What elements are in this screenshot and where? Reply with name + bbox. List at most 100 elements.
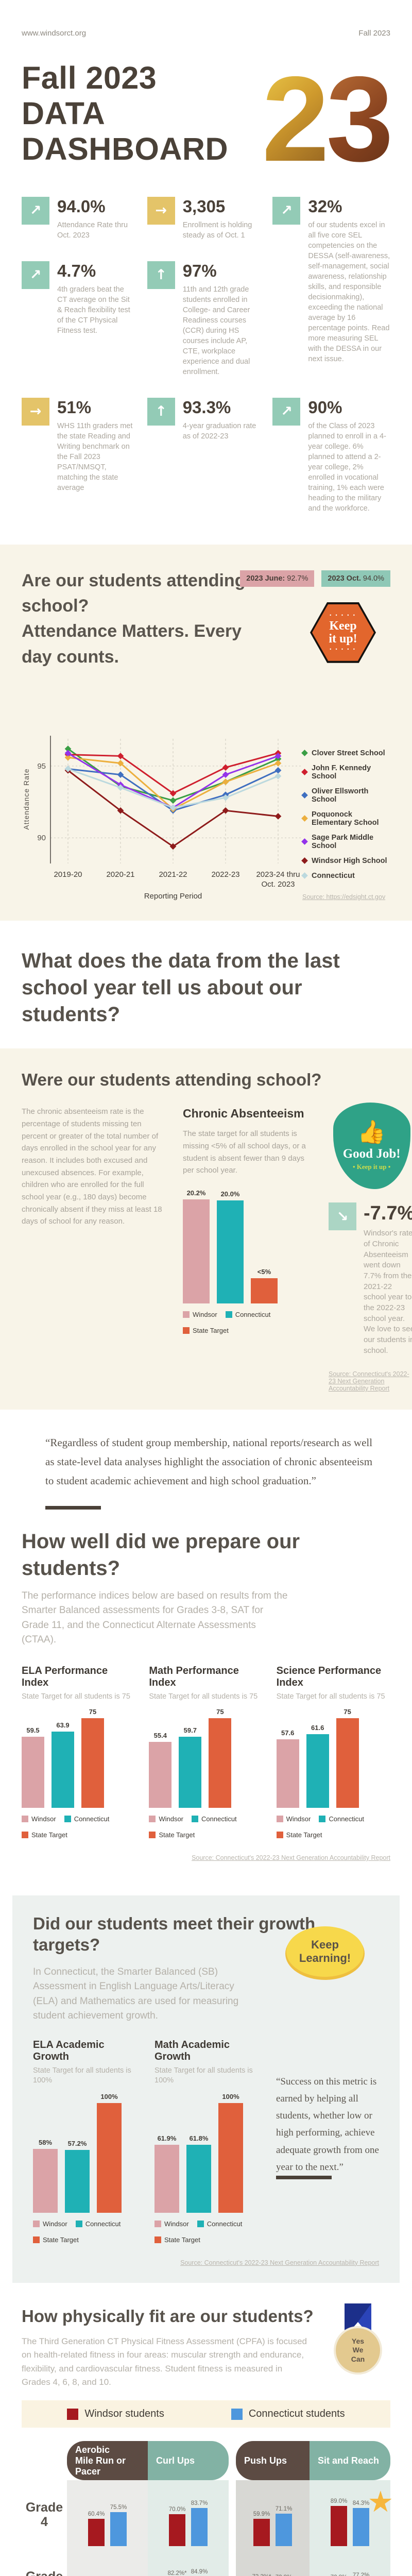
attendance-section: Are our students attending school? Atten… (0, 544, 412, 921)
svg-text:Reporting Period: Reporting Period (144, 892, 202, 901)
good-job-badge: 👍 Good Job! • Keep it up • (333, 1103, 410, 1190)
fitness-cell: 60.4% 75.5% (67, 2480, 148, 2550)
legend-item: State Target (33, 2236, 79, 2244)
legend-item: Connecticut (75, 2220, 121, 2228)
stat-sit-reach: ↗ 4.7% 4th graders beat the CT average on… (22, 261, 134, 377)
ela-performance-chart: 59.5 63.9 75 Windsor Connecticut State Target (22, 1708, 135, 1839)
chart-title: Math Academic Growth (154, 2039, 230, 2062)
legend-item: Connecticut (301, 872, 390, 880)
bar-Connecticut: 61.8% (186, 2134, 211, 2213)
connecticut-swatch (231, 2408, 243, 2420)
right-arrow-icon: → (22, 397, 49, 426)
last-year-section: What does the data from the last school … (0, 921, 412, 1048)
stat-sel-dessa: ↗ 32% of our students excel in all five c… (272, 196, 390, 377)
up-right-arrow-icon: ↗ (22, 261, 49, 289)
down-right-arrow-icon: ↘ (329, 1202, 356, 1231)
stat-value: 94.0% (57, 196, 106, 216)
attendance-heading: Are our students attending school? Atten… (22, 570, 246, 667)
legend-item: Windsor (33, 2220, 67, 2228)
svg-text:2019-20: 2019-20 (54, 870, 82, 879)
hero: Fall 2023 DATA DASHBOARD 23 (0, 38, 412, 179)
legend-item: Windsor (149, 1815, 183, 1823)
stat-value: 4.7% (57, 261, 96, 280)
math-performance-chart: 55.4 59.7 75 Windsor Connecticut State Target (149, 1708, 263, 1839)
legend-item: Windsor (22, 1815, 56, 1823)
category-pill: Aerobic Mile Run or Pacer (67, 2441, 148, 2481)
chronic-definition-paragraph: The chronic absenteeism rate is the perc… (22, 1107, 162, 1226)
stat-value: 32% (308, 196, 342, 216)
stat-cards: ↗ 94.0% Attendance Rate thru Oct. 2023 → … (0, 169, 412, 545)
bar-State Target: 100% (97, 2093, 122, 2213)
stat-value: 51% (57, 397, 92, 417)
legend-item: Connecticut (64, 1815, 109, 1823)
legend-item: Connecticut (225, 1311, 270, 1318)
chart-subtitle: State Target for all students is 75 (149, 1692, 258, 1701)
attendance-line-chart: 90 95 2019-20 2020-21 2021-22 2022-23 2023-24 … (22, 732, 390, 905)
stat-value: 97% (182, 261, 217, 280)
svg-text:90: 90 (37, 834, 46, 842)
legend-item: State Target (276, 1831, 322, 1839)
legend-item: State Target (154, 2236, 200, 2244)
legend-item: State Target (183, 1327, 229, 1334)
medal-icon: Yes We Can (330, 2303, 386, 2375)
divider (45, 1505, 101, 1510)
chart-subtitle: State Target for all students is 100% (154, 2066, 253, 2085)
chronic-drop-stat: ↘ -7.7% Windsor's rate of Chronic Absent… (329, 1202, 412, 1356)
source-link[interactable]: Source: Connecticut's 2022-23 Next Gener… (180, 2259, 379, 2266)
growth-lead: In Connecticut, the Smarter Balanced (SB… (33, 1966, 239, 2022)
fitness-cell: 89.0% 84.3% ★ (310, 2480, 393, 2550)
svg-text:2023-24 thru: 2023-24 thru (256, 870, 300, 879)
chronic-absenteeism-bar-chart: 20.2% 20.0% <5% Windsor Connecticut State Tar… (183, 1185, 314, 1334)
keep-it-up-badge: • • • • • Keep it up! • • • • • (310, 602, 376, 663)
section-heading: How physically fit are our students? (22, 2306, 314, 2326)
source-link[interactable]: Source: https://edsight.ct.gov (302, 893, 386, 901)
science-performance-chart: 57.6 61.6 75 Windsor Connecticut State Target (276, 1708, 390, 1839)
stat-text: Attendance Rate thru Oct. 2023 (57, 221, 128, 240)
site-url[interactable]: www.windsorct.org (22, 29, 87, 38)
svg-text:2021-22: 2021-22 (159, 870, 187, 879)
category-pill: Push Ups (236, 2441, 310, 2481)
svg-text:2022-23: 2022-23 (211, 870, 239, 879)
chart-subtitle: State Target for all students is 75 (22, 1692, 130, 1701)
legend-item: Windsor (183, 1311, 217, 1318)
legend-item: Connecticut (319, 1815, 364, 1823)
stat-enrollment: → 3,305 Enrollment is holding steady as o… (147, 196, 260, 241)
ela-growth-chart: 58% 57.2% 100% Windsor Connecticut State Targ… (33, 2093, 139, 2244)
absenteeism-quote-section: “Regardless of student group membership,… (0, 1410, 412, 1510)
prepare-lead: The performance indices below are based … (22, 1590, 288, 1646)
legend-item: Clover Street School (301, 749, 390, 757)
bar-State Target: <5% (251, 1268, 278, 1303)
source-link[interactable]: Source: Connecticut's 2022-23 Next Gener… (192, 1854, 390, 1862)
legend-item: Oliver Ellsworth School (301, 787, 390, 804)
legend-item: Sage Park Middle School (301, 834, 390, 850)
bar-Connecticut: 57.2% (65, 2140, 90, 2213)
stat-psat-benchmark: → 51% WHS 11th graders met the state Read… (22, 397, 134, 514)
fitness-cell: 54.1%68.8% (67, 2549, 148, 2576)
thumbs-up-icon: 👍 (357, 1119, 386, 1145)
stat-text: 4-year graduation rate as of 2022-23 (182, 421, 256, 440)
chart-title: Chronic Absenteeism (183, 1107, 304, 1121)
bar-Windsor: 55.4 (149, 1732, 172, 1808)
stat-text: 4th graders beat the CT average on the S… (57, 285, 130, 335)
fitness-cell: 70.0% 83.7% (148, 2480, 229, 2550)
legend-label: Windsor students (84, 2408, 164, 2420)
legend-item: Windsor High School (301, 857, 390, 865)
stat-value: 90% (308, 397, 342, 417)
legend-item: State Target (22, 1831, 67, 1839)
windsor-swatch (67, 2408, 79, 2420)
legend-item: State Target (149, 1831, 195, 1839)
source-link[interactable]: Source: Connecticut's 2022-23 Next Gener… (329, 1370, 409, 1393)
bar-State Target: 75 (336, 1708, 359, 1808)
up-arrow-icon: ↑ (147, 261, 175, 289)
legend-item: Windsor (154, 2220, 189, 2228)
fitness-legend: Windsor students Connecticut students (22, 2400, 390, 2428)
bar-Windsor: 61.9% (154, 2134, 179, 2213)
category-pill: Sit and Reach (310, 2441, 390, 2481)
bar-Connecticut: 20.0% (217, 1190, 244, 1303)
page-title: Fall 2023 DATA DASHBOARD (22, 60, 228, 166)
stat-text: Windsor's rate of Chronic Absenteeism we… (364, 1229, 412, 1355)
bar-State Target: 75 (81, 1708, 104, 1808)
chart-title: ELA Academic Growth (33, 2039, 105, 2062)
chart-title: Math Performance Index (149, 1665, 239, 1688)
